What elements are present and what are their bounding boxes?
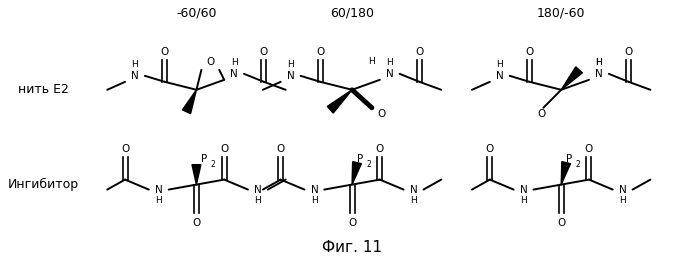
Text: N: N — [287, 71, 295, 81]
Text: H: H — [595, 58, 602, 67]
Text: O: O — [378, 109, 386, 119]
Text: O: O — [376, 144, 384, 154]
Text: H: H — [231, 58, 237, 67]
Text: 2: 2 — [366, 160, 371, 169]
Polygon shape — [327, 90, 352, 113]
Polygon shape — [561, 162, 570, 185]
Text: N: N — [311, 185, 318, 195]
Text: O: O — [625, 47, 633, 57]
Text: N: N — [131, 71, 139, 81]
Text: O: O — [276, 144, 285, 154]
Text: O: O — [557, 217, 565, 227]
Text: 2: 2 — [211, 160, 216, 169]
Text: O: O — [486, 144, 494, 154]
Polygon shape — [192, 165, 201, 185]
Text: H: H — [619, 196, 626, 205]
Text: N: N — [410, 185, 417, 195]
Text: H: H — [132, 60, 138, 69]
Text: H: H — [410, 196, 417, 205]
Text: H: H — [156, 196, 162, 205]
Text: P: P — [566, 154, 572, 164]
Text: -60/60: -60/60 — [176, 6, 216, 20]
Text: P: P — [201, 154, 207, 164]
Text: 2: 2 — [576, 160, 581, 169]
Text: O: O — [260, 47, 268, 57]
Text: H: H — [311, 196, 318, 205]
Text: O: O — [193, 217, 200, 227]
Text: O: O — [348, 217, 356, 227]
Polygon shape — [182, 90, 196, 114]
Text: N: N — [230, 69, 238, 79]
Text: 60/180: 60/180 — [330, 6, 374, 20]
Text: H: H — [287, 60, 294, 69]
Text: O: O — [121, 144, 129, 154]
Text: H: H — [496, 60, 503, 69]
Text: O: O — [415, 47, 424, 57]
Text: N: N — [619, 185, 627, 195]
Text: O: O — [220, 144, 228, 154]
Polygon shape — [561, 67, 582, 90]
Text: P: P — [357, 154, 363, 164]
Text: нить E2: нить E2 — [18, 83, 69, 96]
Text: H: H — [387, 58, 393, 67]
Text: O: O — [585, 144, 593, 154]
Text: O: O — [526, 47, 533, 57]
Text: H: H — [369, 57, 376, 66]
Text: O: O — [537, 109, 546, 119]
Text: O: O — [161, 47, 169, 57]
Text: H: H — [595, 58, 602, 67]
Text: Ингибитор: Ингибитор — [8, 178, 80, 191]
Text: 180/-60: 180/-60 — [537, 6, 586, 20]
Text: H: H — [520, 196, 527, 205]
Text: Фиг. 11: Фиг. 11 — [322, 240, 382, 255]
Text: N: N — [496, 71, 504, 81]
Text: N: N — [254, 185, 262, 195]
Text: H: H — [255, 196, 261, 205]
Text: N: N — [386, 69, 394, 79]
Text: O: O — [316, 47, 325, 57]
Text: O: O — [206, 57, 214, 67]
Polygon shape — [352, 162, 362, 185]
Text: N: N — [595, 69, 603, 79]
Text: N: N — [155, 185, 163, 195]
Text: N: N — [520, 185, 528, 195]
